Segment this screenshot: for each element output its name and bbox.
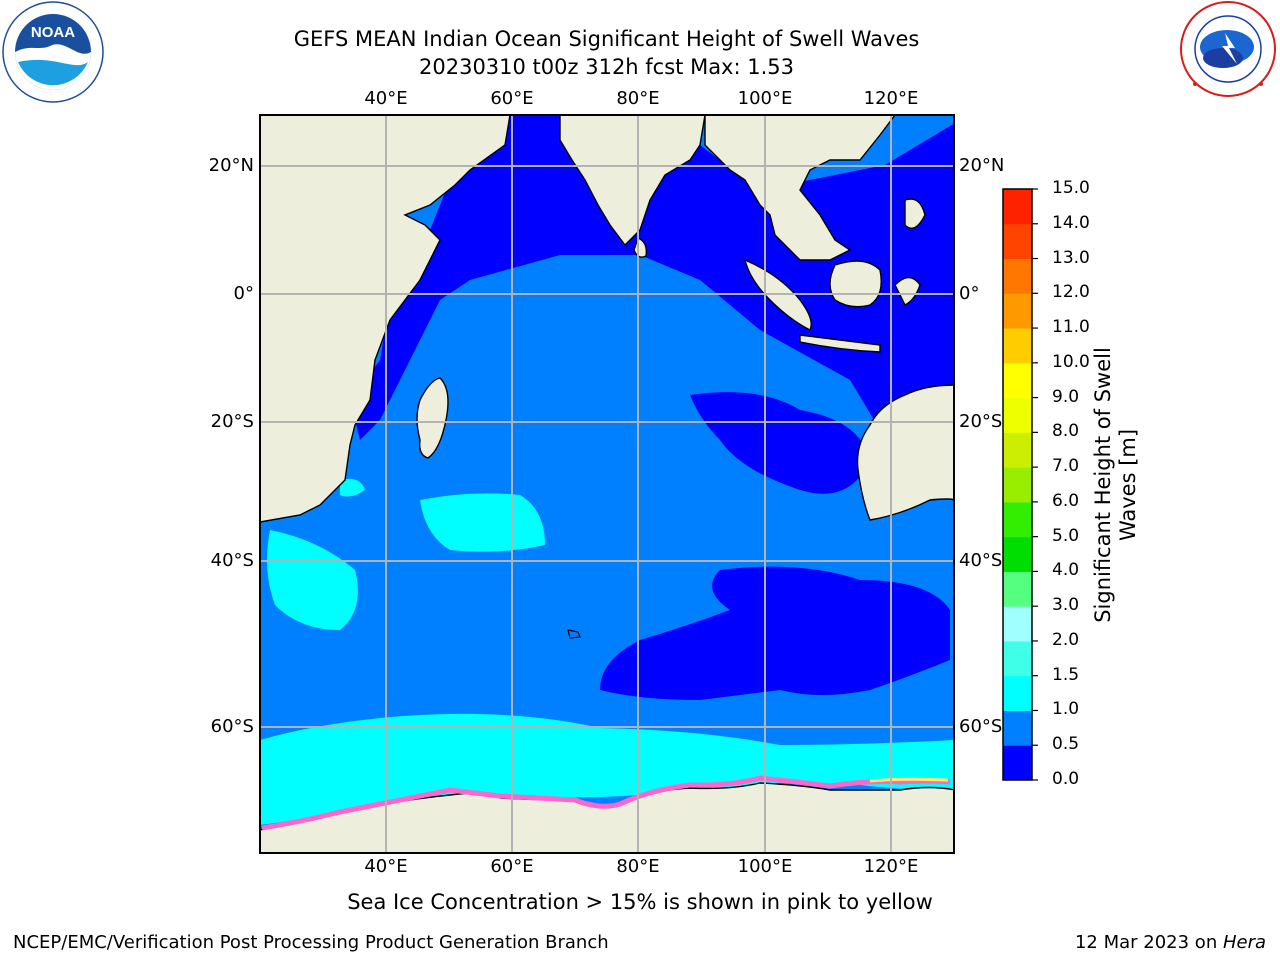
- lat-tick-right-20n: 20°N: [959, 155, 1005, 176]
- colorbar-tick-label: 1.0: [1052, 699, 1080, 720]
- colorbar-tick-label: 6.0: [1052, 490, 1080, 511]
- lat-tick-left-40s: 40°S: [210, 550, 254, 571]
- footer-date-text: 12 Mar 2023 on: [1074, 932, 1223, 953]
- noaa-logo-text: NOAA: [31, 24, 75, 41]
- colorbar-tick-label: 1.5: [1052, 664, 1080, 685]
- lon-tick-top-80e: 80°E: [616, 88, 660, 109]
- colorbar-tick-label: 0.0: [1052, 769, 1080, 789]
- sea-ice-band: [261, 775, 951, 831]
- national-weather-service-logo: [1177, 0, 1280, 100]
- colorbar-segment: [1003, 293, 1032, 329]
- colorbar-tick-label: 12.0: [1052, 282, 1090, 303]
- colorbar-segment: [1003, 675, 1032, 711]
- colorbar-tick-label: 11.0: [1052, 317, 1090, 338]
- colorbar-tick-label: 4.0: [1052, 560, 1080, 581]
- colorbar-tick-label: 9.0: [1052, 386, 1080, 407]
- map-gridlines: [260, 115, 954, 853]
- colorbar-frame: [1002, 188, 1033, 781]
- colorbar-segment: [1003, 536, 1032, 572]
- colorbar-segment: [1003, 432, 1032, 468]
- kerguelen-island: [567, 629, 581, 639]
- colorbar-segment: [1003, 397, 1032, 433]
- lat-tick-left-20s: 20°S: [210, 411, 254, 432]
- colorbar-tick-label: 15.0: [1052, 178, 1090, 198]
- sea-ice-high-concentration: [869, 777, 949, 783]
- lat-tick-left-0: 0°: [233, 283, 254, 304]
- lat-tick-left-20n: 20°N: [208, 155, 254, 176]
- colorbar-tick-label: 3.0: [1052, 595, 1080, 616]
- lat-tick-right-20s: 20°S: [959, 411, 1003, 432]
- sea-ice-caption: Sea Ice Concentration > 15% is shown in …: [347, 890, 933, 914]
- lon-tick-bottom-40e: 40°E: [364, 856, 408, 877]
- colorbar-tick-label: 10.0: [1052, 351, 1090, 372]
- colorbar-segment: [1003, 467, 1032, 503]
- colorbar-segment: [1003, 745, 1032, 781]
- footer-date: 12 Mar 2023 on Hera: [1075, 932, 1266, 953]
- colorbar-label: Significant Height of Swell Waves [m]: [1091, 347, 1141, 623]
- footer-host: Hera: [1222, 932, 1266, 953]
- lon-tick-top-120e: 120°E: [863, 88, 919, 109]
- colorbar-tick-label: 8.0: [1052, 421, 1080, 442]
- colorbar-tick-label: 14.0: [1052, 212, 1090, 233]
- lon-tick-top-100e: 100°E: [737, 88, 793, 109]
- colorbar-segment: [1003, 328, 1032, 364]
- lat-tick-left-60s: 60°S: [210, 716, 254, 737]
- colorbar-label-line1: Significant Height of Swell: [1091, 347, 1115, 623]
- lat-tick-right-0: 0°: [959, 283, 980, 304]
- map-frame: [259, 114, 955, 854]
- colorbar-segment: [1003, 710, 1032, 746]
- lon-tick-bottom-60e: 60°E: [490, 856, 534, 877]
- colorbar: [1003, 188, 1038, 781]
- colorbar-tick-label: 0.5: [1052, 734, 1080, 755]
- lon-tick-bottom-80e: 80°E: [616, 856, 660, 877]
- map-title: GEFS MEAN Indian Ocean Significant Heigh…: [293, 27, 920, 51]
- colorbar-tick-label: 13.0: [1052, 247, 1090, 268]
- colorbar-segment: [1003, 223, 1032, 260]
- colorbar-segment: [1003, 258, 1032, 294]
- colorbar-segment: [1003, 606, 1032, 642]
- colorbar-segment: [1003, 501, 1032, 538]
- colorbar-tick-label: 2.0: [1052, 629, 1080, 650]
- lon-tick-top-60e: 60°E: [490, 88, 534, 109]
- noaa-logo: NOAA: [0, 0, 106, 106]
- lon-tick-bottom-120e: 120°E: [863, 856, 919, 877]
- map-subtitle: 20230310 t00z 312h fcst Max: 1.53: [419, 55, 794, 79]
- lat-tick-right-40s: 40°S: [959, 550, 1003, 571]
- lon-tick-bottom-100e: 100°E: [737, 856, 793, 877]
- colorbar-segment: [1003, 362, 1032, 399]
- footer-organization: NCEP/EMC/Verification Post Processing Pr…: [13, 932, 609, 953]
- colorbar-segment: [1003, 189, 1032, 225]
- colorbar-segment: [1003, 640, 1032, 677]
- colorbar-tick-label: 7.0: [1052, 456, 1080, 477]
- colorbar-segment: [1003, 571, 1032, 607]
- colorbar-label-line2: Waves [m]: [1116, 428, 1140, 542]
- colorbar-tick-label: 5.0: [1052, 525, 1080, 546]
- lat-tick-right-60s: 60°S: [959, 716, 1003, 737]
- lon-tick-top-40e: 40°E: [364, 88, 408, 109]
